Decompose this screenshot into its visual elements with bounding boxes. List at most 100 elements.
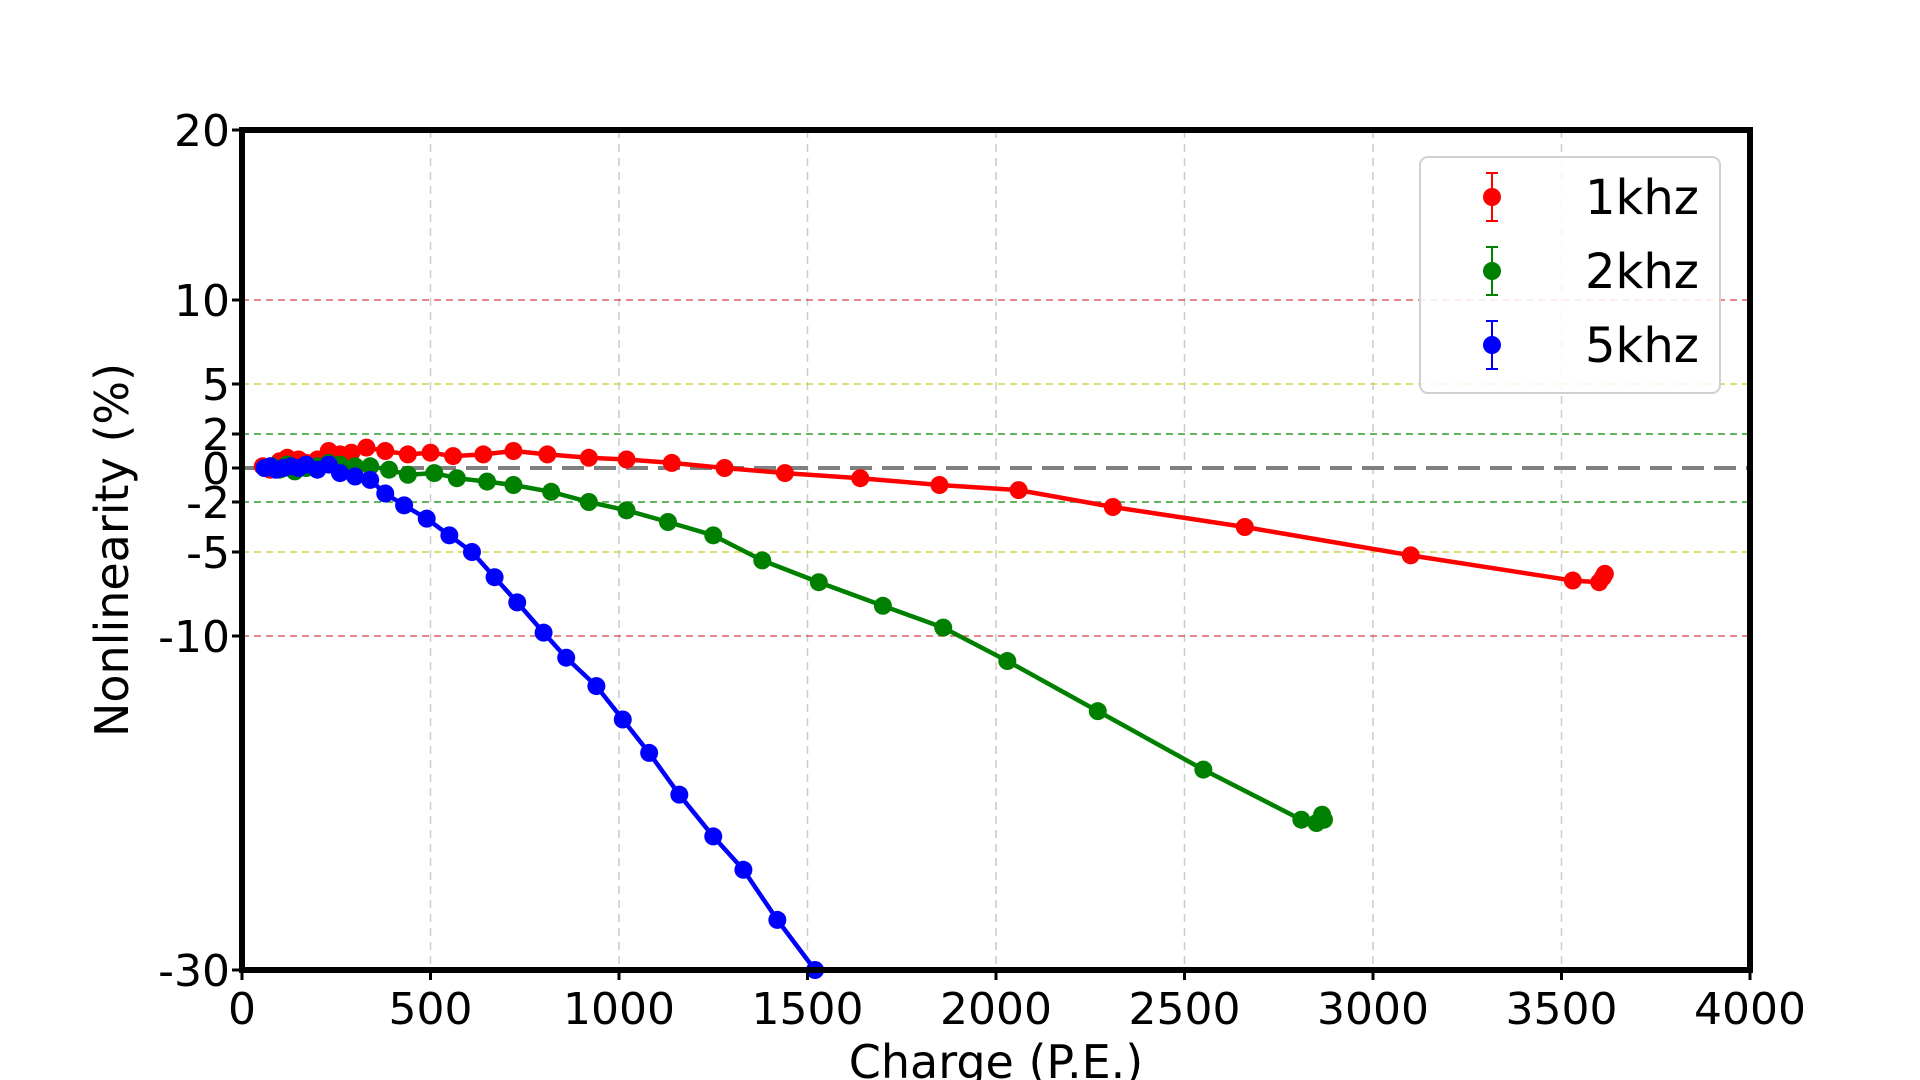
data-point — [613, 710, 632, 729]
data-point — [1401, 546, 1420, 565]
x-tick-label: 0 — [228, 984, 256, 1035]
data-point — [542, 482, 561, 501]
legend-marker — [1483, 188, 1501, 206]
data-point — [440, 526, 459, 545]
data-point — [1595, 564, 1614, 583]
legend-item-5khz: 5khz — [1483, 318, 1699, 374]
data-point — [753, 551, 772, 570]
data-point — [934, 618, 953, 637]
x-axis-label: Charge (P.E.) — [849, 1035, 1143, 1080]
data-point — [331, 464, 350, 483]
x-tick-label: 1000 — [563, 984, 675, 1035]
legend: 1khz 2khz 5khz — [1419, 156, 1721, 394]
data-point — [474, 445, 493, 464]
x-axis-ticks: 0 500 1000 1500 2000 2500 3000 3500 4000 — [228, 970, 1806, 1035]
y-tick-label: -2 — [186, 478, 230, 529]
data-point — [873, 596, 892, 615]
series-1khz — [253, 438, 1614, 592]
data-point — [346, 467, 365, 486]
y-tick-label: 10 — [174, 276, 230, 327]
x-tick-label: 2000 — [940, 984, 1052, 1035]
data-point — [809, 573, 828, 592]
data-point — [998, 652, 1017, 671]
data-point — [425, 464, 444, 483]
data-point — [504, 442, 523, 460]
data-point — [557, 648, 576, 667]
data-point — [361, 470, 380, 489]
y-axis-label: Nonlinearity (%) — [85, 363, 139, 737]
data-point — [587, 677, 606, 696]
data-point — [357, 438, 376, 457]
legend-marker — [1483, 262, 1501, 280]
y-tick-label: 20 — [174, 106, 230, 157]
data-point — [508, 593, 527, 612]
legend-label: 5khz — [1585, 318, 1699, 374]
data-point — [1194, 760, 1213, 779]
data-point — [485, 568, 504, 587]
data-point — [662, 453, 681, 472]
data-point — [930, 476, 949, 494]
data-point — [478, 472, 497, 491]
data-point — [342, 443, 361, 462]
data-point — [421, 443, 440, 462]
data-point — [1103, 498, 1122, 516]
data-point — [670, 785, 689, 804]
data-point — [398, 465, 417, 484]
data-point — [704, 827, 723, 846]
data-point — [538, 445, 557, 464]
data-point — [417, 509, 436, 528]
data-point — [1009, 481, 1028, 500]
data-point — [1292, 810, 1311, 829]
y-tick-label: -10 — [158, 612, 230, 663]
x-tick-label: 3500 — [1506, 984, 1618, 1035]
data-point — [659, 513, 678, 531]
data-point — [395, 496, 414, 515]
data-point — [704, 526, 723, 545]
y-tick-label: -30 — [158, 946, 230, 997]
legend-item-1khz: 1khz — [1483, 170, 1699, 226]
data-point — [579, 448, 598, 467]
x-tick-label: 1500 — [752, 984, 864, 1035]
data-point — [617, 501, 636, 520]
series-line — [263, 462, 817, 972]
y-tick-label: 2 — [202, 410, 230, 461]
data-point — [376, 484, 395, 503]
x-tick-label: 2500 — [1129, 984, 1241, 1035]
legend-label: 2khz — [1585, 244, 1699, 300]
data-point — [380, 460, 399, 479]
y-tick-label: 0 — [202, 444, 230, 495]
series-group — [253, 438, 1614, 979]
data-point — [534, 623, 553, 642]
reference-lines — [242, 299, 1750, 637]
x-tick-label: 500 — [389, 984, 473, 1035]
data-point — [1235, 518, 1254, 536]
data-point — [715, 459, 734, 477]
data-point — [361, 457, 380, 476]
data-point — [504, 476, 523, 494]
data-point — [462, 543, 481, 561]
data-point — [851, 469, 870, 488]
data-point — [640, 743, 659, 762]
data-point — [768, 910, 787, 929]
x-tick-label: 4000 — [1694, 984, 1806, 1035]
y-tick-label: 5 — [202, 360, 230, 411]
data-point — [617, 450, 636, 469]
data-point — [775, 464, 794, 483]
legend-marker — [1483, 336, 1501, 354]
legend-box — [1419, 156, 1721, 394]
data-point — [376, 442, 395, 460]
data-point — [1563, 571, 1582, 590]
legend-item-2khz: 2khz — [1483, 244, 1699, 300]
x-tick-label: 3000 — [1317, 984, 1429, 1035]
data-point — [579, 493, 598, 511]
data-point — [447, 469, 466, 488]
data-point — [1088, 702, 1107, 721]
series-5khz — [255, 455, 825, 979]
data-point — [398, 445, 417, 464]
data-point — [1313, 805, 1332, 824]
data-point — [444, 447, 463, 466]
legend-label: 1khz — [1585, 170, 1699, 226]
data-point — [734, 860, 753, 879]
